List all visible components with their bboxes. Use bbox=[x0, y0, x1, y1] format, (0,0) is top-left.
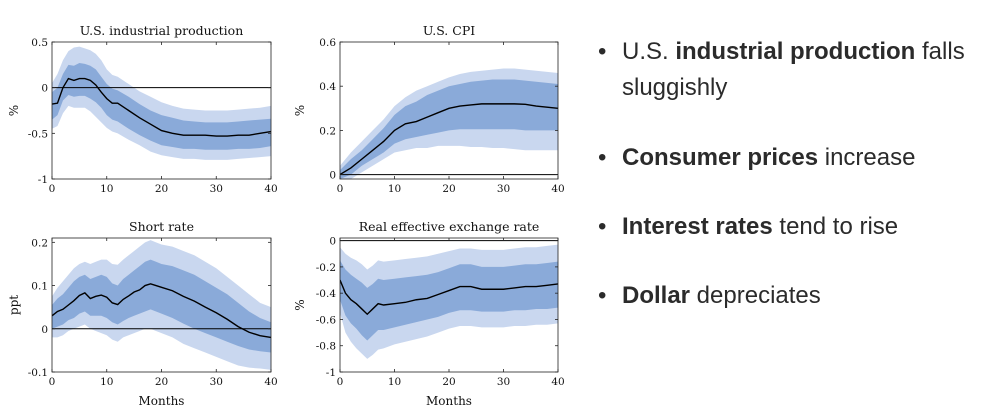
y-axis-label: % bbox=[293, 105, 307, 116]
y-axis-label: ppt bbox=[7, 295, 21, 315]
panel-title: Short rate bbox=[129, 219, 194, 234]
chart-panel-1: 0 10 20 30 40 0.5 0 -0.5 -1 U.S. industrial produ… bbox=[7, 23, 278, 195]
bullet-post: falls sluggishly bbox=[622, 38, 965, 101]
bullet-item: U.S. industrial production falls sluggis… bbox=[598, 34, 988, 106]
median-line bbox=[52, 77, 271, 137]
y-tick-label: 0 bbox=[41, 324, 48, 336]
y-tick-label: -0.8 bbox=[316, 341, 336, 353]
x-tick-label: 10 bbox=[388, 376, 401, 388]
y-axis-label: % bbox=[293, 299, 307, 310]
x-tick-label: 20 bbox=[442, 376, 455, 388]
inner-credible-band bbox=[52, 63, 271, 150]
y-tick-label: -0.5 bbox=[28, 128, 48, 140]
x-tick-label: 30 bbox=[497, 183, 510, 195]
inner-credible-band bbox=[340, 260, 558, 341]
bullet-strong: Consumer prices bbox=[622, 144, 819, 171]
y-tick-label: -0.2 bbox=[316, 262, 336, 274]
y-axis-label: % bbox=[7, 105, 21, 116]
y-tick-label: 0.2 bbox=[319, 125, 336, 137]
median-line bbox=[52, 283, 271, 339]
x-axis-label: Months bbox=[426, 394, 472, 408]
bullet-strong: Dollar bbox=[622, 282, 691, 309]
y-tick-label: -1 bbox=[38, 174, 48, 186]
bullet-post: tend to rise bbox=[772, 213, 899, 240]
x-tick-label: 40 bbox=[551, 376, 564, 388]
panel-title: U.S. CPI bbox=[423, 23, 475, 38]
bullet-strong: Interest rates bbox=[622, 213, 773, 240]
inner-credible-band bbox=[52, 259, 271, 353]
bullet-list: U.S. industrial production falls sluggis… bbox=[598, 34, 988, 314]
bullet-post: increase bbox=[818, 144, 916, 171]
y-tick-label: 0.2 bbox=[31, 237, 48, 249]
y-tick-label: 0.5 bbox=[31, 37, 48, 49]
plot-area bbox=[340, 68, 558, 179]
panel-title: U.S. industrial production bbox=[80, 23, 244, 38]
y-tick-label: 0.6 bbox=[319, 37, 336, 49]
y-tick-label: -0.4 bbox=[316, 288, 337, 300]
y-tick-label: -1 bbox=[326, 367, 336, 379]
y-tick-label: -0.1 bbox=[28, 367, 48, 379]
x-tick-label: 20 bbox=[442, 183, 455, 195]
x-tick-label: 0 bbox=[337, 183, 344, 195]
x-tick-label: 20 bbox=[155, 183, 168, 195]
bullet-post: depreciates bbox=[690, 282, 821, 309]
plot-area bbox=[52, 46, 271, 160]
bullet-item: Interest rates tend to rise bbox=[598, 209, 988, 245]
bullet-strong: industrial production bbox=[675, 38, 916, 65]
median-line bbox=[340, 103, 558, 176]
bullet-item: Consumer prices increase bbox=[598, 140, 988, 176]
chart-panel-4: 0 10 20 30 40 0 -0.2 -0.4 -0.6 -0.8 -1 Real effecti… bbox=[293, 219, 565, 408]
plot-area bbox=[52, 240, 271, 370]
y-tick-label: 0 bbox=[41, 83, 48, 95]
x-tick-label: 10 bbox=[388, 183, 401, 195]
x-tick-label: 30 bbox=[210, 183, 223, 195]
x-axis-label: Months bbox=[139, 394, 185, 408]
y-tick-label: 0 bbox=[329, 170, 336, 182]
y-tick-label: 0 bbox=[329, 236, 336, 248]
plot-area bbox=[340, 240, 558, 359]
x-tick-label: 40 bbox=[551, 183, 564, 195]
bullet-pre: U.S. bbox=[622, 38, 676, 65]
charts-area: 0 10 20 30 40 0.5 0 -0.5 -1 U.S. industrial produ… bbox=[7, 23, 565, 408]
x-tick-label: 0 bbox=[49, 376, 56, 388]
x-tick-label: 40 bbox=[264, 376, 277, 388]
x-tick-label: 10 bbox=[100, 183, 113, 195]
x-tick-label: 30 bbox=[210, 376, 223, 388]
y-tick-label: -0.6 bbox=[316, 314, 337, 326]
panel-title: Real effective exchange rate bbox=[359, 219, 540, 234]
chart-panel-2: 0 10 20 30 40 0.6 0.4 0.2 0 U.S. CPI% bbox=[293, 23, 565, 195]
x-tick-label: 40 bbox=[264, 183, 277, 195]
x-tick-label: 0 bbox=[337, 376, 344, 388]
x-tick-label: 0 bbox=[49, 183, 56, 195]
bullet-item: Dollar depreciates bbox=[598, 278, 988, 314]
y-tick-label: 0.1 bbox=[31, 281, 48, 293]
impulse-response-charts: 0 10 20 30 40 0.5 0 -0.5 -1 U.S. industrial produ… bbox=[7, 23, 565, 408]
x-tick-label: 30 bbox=[497, 376, 510, 388]
x-tick-label: 10 bbox=[100, 376, 113, 388]
y-tick-label: 0.4 bbox=[319, 81, 336, 93]
x-tick-label: 20 bbox=[155, 376, 168, 388]
median-line bbox=[340, 279, 558, 316]
